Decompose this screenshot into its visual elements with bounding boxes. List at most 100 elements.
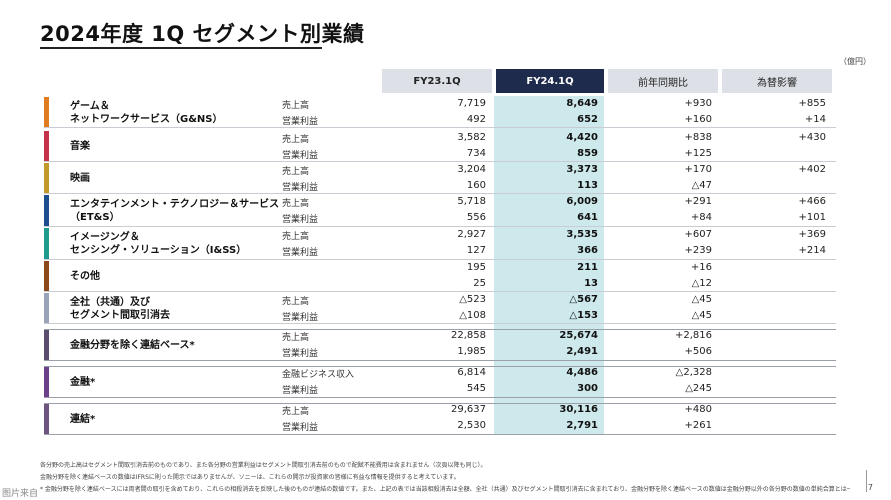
- segment-color-bar: [44, 131, 49, 162]
- cell-fy24: 366: [577, 245, 598, 256]
- cell-fy24: 211: [577, 262, 598, 273]
- segment-game: ゲーム＆ ネットワークサービス（G&NS） 売上高 7,719 8,649 +930 +85…: [44, 97, 836, 128]
- cell-fy23: 29,637: [451, 404, 486, 415]
- cell-yoy: △47: [691, 179, 712, 191]
- cell-yoy: +607: [684, 229, 712, 240]
- segment-name: 映画: [70, 163, 320, 194]
- cell-fy24: 300: [577, 383, 598, 394]
- segment-name: イメージング＆ センシング・ソリューション（I&SS）: [70, 228, 320, 260]
- segment-iss: イメージング＆ センシング・ソリューション（I&SS） 売上高 2,927 3,535 +…: [44, 228, 836, 260]
- segment-ets: エンタテインメント・テクノロジー＆サービス （ET&S） 売上高 5,718 6,009…: [44, 195, 836, 227]
- cell-fy23: △523: [459, 294, 486, 305]
- table-row: 25 13 △12: [44, 277, 836, 292]
- cell-yoy: +480: [684, 404, 712, 415]
- unit-label: （億円）: [839, 57, 871, 66]
- table-row: 売上高 2,927 3,535 +607 +369: [44, 228, 836, 243]
- title-underline: [40, 47, 322, 49]
- cell-fy23: 5,718: [457, 196, 486, 207]
- cell-fy23: 545: [466, 383, 486, 394]
- cell-fy24: 2,791: [566, 420, 598, 431]
- row-label: 金融ビジネス収入: [282, 370, 355, 380]
- segment-color-bar: [44, 403, 49, 435]
- segment-name-line: （ET&S）: [70, 212, 120, 223]
- row-separator: [44, 161, 836, 162]
- cell-fy23: 2,927: [457, 229, 486, 240]
- row-separator: [44, 323, 836, 324]
- table-row: 売上高 3,582 4,420 +838 +430: [44, 131, 836, 146]
- cell-fy23: 3,204: [457, 164, 486, 175]
- cell-fy23: 6,814: [457, 367, 486, 378]
- row-label: 営業利益: [282, 116, 319, 127]
- header-fy23: FY23.1Q: [382, 69, 492, 93]
- segment-color-bar: [44, 366, 49, 398]
- segment-color-bar: [44, 293, 49, 324]
- cell-yoy: +16: [690, 262, 712, 273]
- cell-fy23: 7,719: [457, 98, 486, 109]
- segment-name-line: セグメント間取引消去: [70, 309, 170, 321]
- segment-name-line: 音楽: [70, 141, 90, 152]
- highlight-column: [494, 96, 604, 435]
- cell-fx: +14: [804, 113, 826, 125]
- cell-yoy: △45: [691, 309, 712, 321]
- segment-corp: 全社（共通）及び セグメント間取引消去 売上高 △523 △567 △45 営業利益 △108…: [44, 293, 836, 324]
- segment-color-bar: [44, 261, 49, 292]
- cell-yoy: +291: [684, 196, 712, 207]
- box-top-line: [44, 366, 836, 367]
- table-row: 営業利益 160 113 △47: [44, 179, 836, 194]
- box-top-line: [44, 403, 836, 404]
- cell-fy24: 2,491: [566, 346, 598, 357]
- cell-fy24: 25,674: [559, 330, 598, 341]
- cell-yoy: +838: [684, 132, 712, 143]
- cell-yoy: △45: [691, 294, 712, 305]
- cell-fy23: 2,530: [457, 420, 486, 431]
- table-row: 営業利益 127 366 +239 +214: [44, 244, 836, 259]
- segment-consol: 連結* 売上高 29,637 30,116 +480 営業利益 2,530 2,791 +261: [44, 403, 836, 435]
- segment-name-line: イメージング＆: [70, 232, 140, 243]
- segment-name-line: ネットワークサービス（G&NS）: [70, 113, 223, 125]
- table-row: 売上高 3,204 3,373 +170 +402: [44, 163, 836, 178]
- row-label: 営業利益: [282, 312, 319, 323]
- segment-color-bar: [44, 228, 49, 260]
- cell-fy23: 492: [466, 113, 486, 125]
- header-fx: 為替影響: [722, 69, 832, 93]
- cell-fy24: 652: [577, 113, 598, 125]
- segment-color-bar: [44, 97, 49, 128]
- table-row: 営業利益 545 300 △245: [44, 382, 836, 397]
- segment-name-line: エンタテインメント・テクノロジー＆サービス: [70, 199, 280, 210]
- cell-fy23: 1,985: [457, 346, 486, 357]
- cell-fy23: 734: [466, 147, 486, 159]
- cell-fy24: △567: [569, 294, 598, 305]
- table-row: 売上高 29,637 30,116 +480: [44, 403, 836, 418]
- footnote-3: * 金融分野を除く連結ベースには両者間の取引を含めており、これらの相殺消去を反映…: [40, 486, 850, 493]
- cell-fy24: 113: [577, 179, 598, 191]
- segment-color-bar: [44, 195, 49, 227]
- box-top-line: [44, 329, 836, 330]
- watermark-text: 图片来自: [2, 489, 39, 499]
- cell-fy24: 3,535: [566, 229, 598, 240]
- segment-name-line: 金融*: [70, 376, 96, 388]
- cell-yoy: +160: [684, 113, 712, 125]
- cell-yoy: +506: [684, 346, 712, 357]
- row-separator: [44, 259, 836, 260]
- cell-fy24: 3,373: [566, 164, 598, 175]
- row-separator: [44, 127, 836, 128]
- table-row: 売上高 △523 △567 △45: [44, 293, 836, 308]
- cell-fy24: 13: [584, 277, 598, 289]
- table-row: 売上高 22,858 25,674 +2,816: [44, 329, 836, 344]
- cell-fy23: 3,582: [457, 132, 486, 143]
- row-label: 営業利益: [282, 215, 319, 225]
- page-title: 2024年度 1Q セグメント別業績: [40, 22, 365, 46]
- cell-fx: +101: [798, 212, 826, 223]
- row-label: 売上高: [282, 199, 310, 209]
- cell-fy23: △108: [459, 309, 486, 321]
- cell-fx: +466: [798, 196, 826, 207]
- segment-fin: 金融* 金融ビジネス収入 6,814 4,486 △2,328 営業利益 545 300 △24…: [44, 366, 836, 398]
- segment-nonfin: 金融分野を除く連結ベース* 売上高 22,858 25,674 +2,816 営業利益 1,…: [44, 329, 836, 361]
- table-row: 売上高 7,719 8,649 +930 +855: [44, 97, 836, 112]
- segment-name: ゲーム＆ ネットワークサービス（G&NS）: [70, 97, 320, 128]
- cell-yoy: +2,816: [674, 330, 712, 341]
- segment-name: 金融*: [70, 366, 320, 398]
- cell-fy23: 556: [466, 212, 486, 223]
- segment-name-line: 全社（共通）及び: [70, 296, 150, 308]
- segment-name-line: その他: [70, 271, 100, 282]
